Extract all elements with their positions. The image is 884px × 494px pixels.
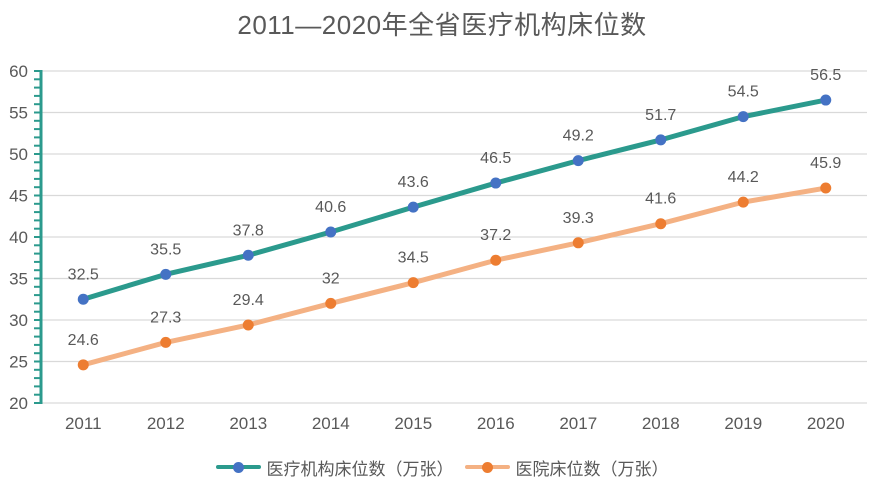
data-label: 37.2: [480, 227, 511, 244]
x-tick-label: 2016: [477, 414, 515, 433]
line-marker-glyph: [464, 461, 510, 473]
data-label: 32.5: [68, 266, 99, 283]
data-label: 37.8: [233, 222, 264, 239]
data-label: 34.5: [398, 250, 429, 267]
line-marker-glyph: [215, 461, 261, 473]
data-label: 32: [322, 270, 340, 287]
legend-label-medical-institution-beds: 医疗机构床位数（万张）: [266, 459, 454, 479]
x-tick-label: 2019: [724, 414, 762, 433]
y-tick-label: 55: [9, 104, 28, 123]
x-tick-label: 2017: [559, 414, 597, 433]
series-line-1: [80, 185, 829, 368]
y-tick-label: 60: [9, 62, 28, 81]
data-point: [737, 196, 749, 208]
data-point: [160, 268, 172, 280]
x-tick-label: 2020: [807, 414, 845, 433]
data-point: [572, 155, 584, 167]
data-point: [325, 226, 337, 238]
x-tick-label: 2014: [312, 414, 350, 433]
legend-dot-swatch: [481, 461, 493, 473]
y-tick-label: 45: [9, 187, 28, 206]
data-point: [820, 182, 832, 194]
chart-title: 2011—2020年全省医疗机构床位数: [237, 10, 647, 40]
data-label: 46.5: [480, 150, 511, 167]
data-label: 56.5: [810, 67, 841, 84]
data-point: [242, 249, 254, 261]
data-label: 41.6: [645, 191, 676, 208]
data-point: [820, 94, 832, 106]
data-point: [160, 336, 172, 348]
legend-label-hospital-beds: 医院床位数（万张）: [515, 459, 669, 479]
legend: 医疗机构床位数（万张） 医院床位数（万张）: [0, 455, 884, 479]
data-point: [655, 134, 667, 146]
data-point: [325, 297, 337, 309]
x-tick-label: 2012: [147, 414, 185, 433]
y-tick-label: 50: [9, 145, 28, 164]
y-tick-label: 40: [9, 228, 28, 247]
data-point: [77, 293, 89, 305]
x-tick-label: 2011: [65, 414, 102, 433]
data-label: 40.6: [315, 199, 346, 216]
data-point: [490, 254, 502, 266]
data-label: 45.9: [810, 155, 841, 172]
data-point: [655, 218, 667, 230]
y-tick-label: 35: [9, 270, 28, 289]
data-label: 35.5: [150, 241, 181, 258]
data-label: 44.2: [728, 169, 759, 186]
legend-dot-swatch: [232, 461, 244, 473]
data-point: [737, 111, 749, 123]
data-point: [77, 359, 89, 371]
x-tick-label: 2015: [394, 414, 432, 433]
data-label: 29.4: [233, 292, 264, 309]
series-line-0: [80, 97, 829, 302]
data-label: 27.3: [150, 309, 181, 326]
data-label: 39.3: [563, 210, 594, 227]
x-tick-label: 2013: [229, 414, 267, 433]
data-point: [490, 177, 502, 189]
legend-item-hospital-beds: 医院床位数（万张）: [464, 455, 669, 480]
data-point: [407, 277, 419, 289]
data-label: 24.6: [68, 332, 99, 349]
data-point: [242, 319, 254, 331]
data-label: 43.6: [398, 174, 429, 191]
y-tick-label: 20: [9, 394, 28, 413]
y-tick-label: 30: [9, 311, 28, 330]
data-label: 49.2: [563, 128, 594, 145]
data-label: 54.5: [728, 84, 759, 101]
x-tick-label: 2018: [642, 414, 680, 433]
data-point: [572, 237, 584, 249]
data-point: [407, 201, 419, 213]
legend-item-medical-institution-beds: 医疗机构床位数（万张）: [215, 455, 454, 480]
y-tick-label: 25: [9, 353, 28, 372]
data-label: 51.7: [645, 107, 676, 124]
